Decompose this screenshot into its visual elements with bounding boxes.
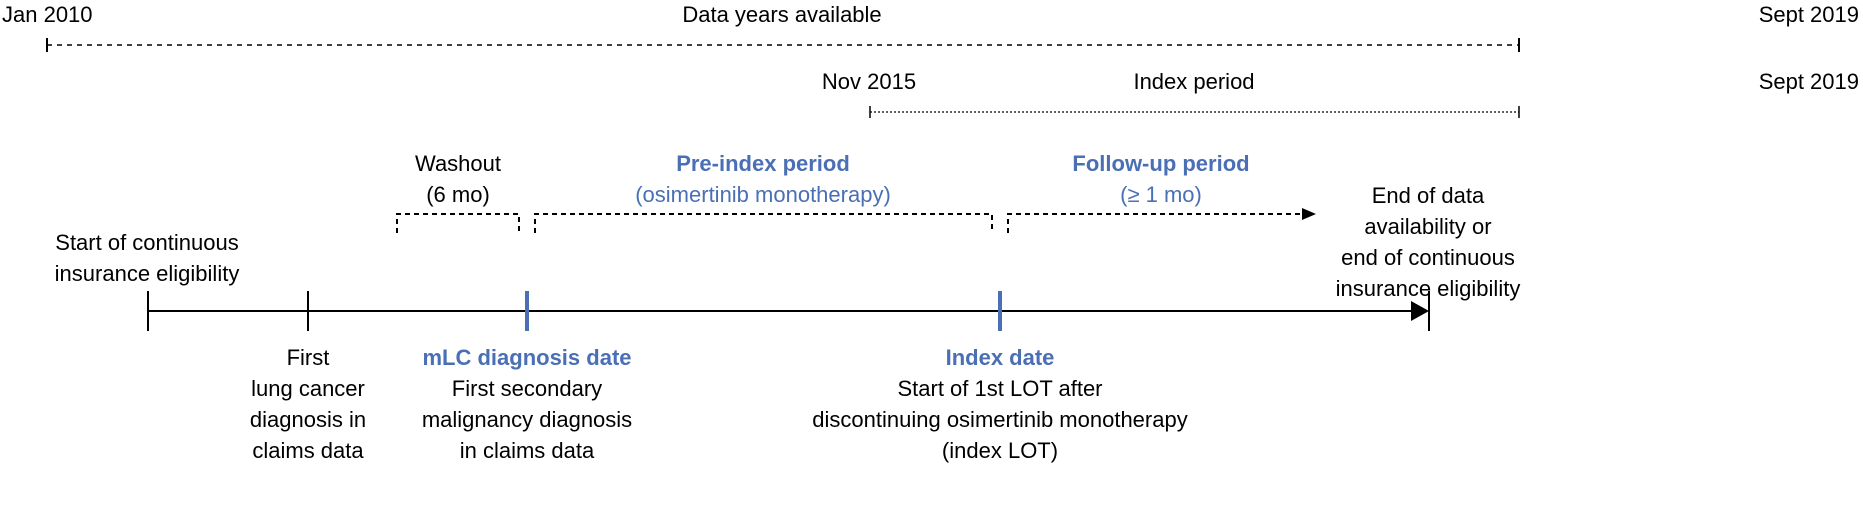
start-eligibility-line-1: Start of continuous [55, 230, 239, 255]
data-years-end-label: Sept 2019 [1758, 2, 1859, 27]
mlc-diagnosis-line-1: First secondary [451, 376, 603, 401]
washout-label: Washout (6 mo) [415, 148, 501, 210]
washout-line-1: Washout [414, 151, 502, 176]
pre-index-title: Pre-index period [676, 151, 850, 176]
pre-index-subtitle: (osimertinib monotherapy) [635, 182, 891, 207]
follow-up-subtitle: (≥ 1 mo) [1120, 182, 1202, 207]
start-eligibility-line-2: insurance eligibility [54, 261, 240, 286]
mlc-diagnosis-line-3: in claims data [459, 438, 595, 463]
index-date-title: Index date [945, 345, 1055, 370]
washout-bracket [396, 213, 520, 233]
index-date-line-2: discontinuing osimertinib monotherapy [812, 407, 1188, 432]
follow-up-label: Follow-up period (≥ 1 mo) [1072, 148, 1249, 210]
first-lung-cancer-line-4: claims data [252, 438, 364, 463]
index-date-label: Index date Start of 1st LOT after discon… [812, 342, 1187, 466]
main-timeline-arrowhead [1411, 301, 1429, 321]
index-period-title: Index period [1133, 69, 1255, 94]
washout-line-2: (6 mo) [426, 182, 490, 207]
mlc-diagnosis-label: mLC diagnosis date First secondary malig… [422, 342, 632, 466]
end-of-data-label: End of data availability or end of conti… [1336, 180, 1521, 304]
start-eligibility-label: Start of continuous insurance eligibilit… [55, 227, 240, 289]
pre-index-bracket [534, 213, 993, 233]
pre-index-label: Pre-index period (osimertinib monotherap… [635, 148, 891, 210]
follow-up-arrowhead [1302, 208, 1316, 220]
end-of-data-line-4: insurance eligibility [1335, 276, 1521, 301]
first-lung-cancer-label: First lung cancer diagnosis in claims da… [250, 342, 366, 466]
end-of-data-line-1: End of data [1371, 183, 1485, 208]
index-period-end-label: Sept 2019 [1758, 69, 1859, 94]
end-of-data-line-3: end of continuous [1341, 245, 1515, 270]
data-years-start-label: Jan 2010 [2, 2, 93, 27]
follow-up-bracket [1007, 213, 1302, 233]
first-lung-cancer-line-1: First [286, 345, 330, 370]
index-date-line-1: Start of 1st LOT after [897, 376, 1103, 401]
first-lung-cancer-line-3: diagnosis in [249, 407, 367, 432]
mlc-diagnosis-line-2: malignancy diagnosis [421, 407, 633, 432]
index-date-line-3: (index LOT) [941, 438, 1059, 463]
index-period-start-label: Nov 2015 [821, 69, 917, 94]
follow-up-title: Follow-up period [1072, 151, 1250, 176]
end-of-data-line-2: availability or [1364, 214, 1492, 239]
data-years-title: Data years available [682, 2, 882, 27]
mlc-diagnosis-title: mLC diagnosis date [422, 345, 632, 370]
first-lung-cancer-line-2: lung cancer [251, 376, 365, 401]
